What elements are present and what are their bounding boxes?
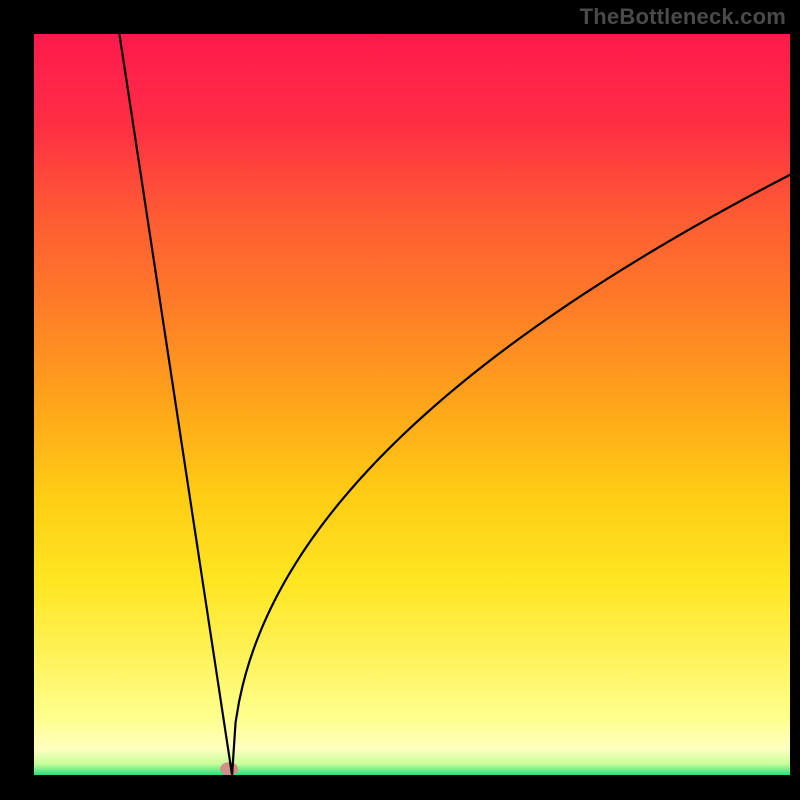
bottleneck-chart [0,0,800,800]
chart-container: TheBottleneck.com [0,0,800,800]
minimum-marker [220,762,238,776]
plot-background-gradient [34,34,790,775]
watermark-text: TheBottleneck.com [580,4,786,30]
